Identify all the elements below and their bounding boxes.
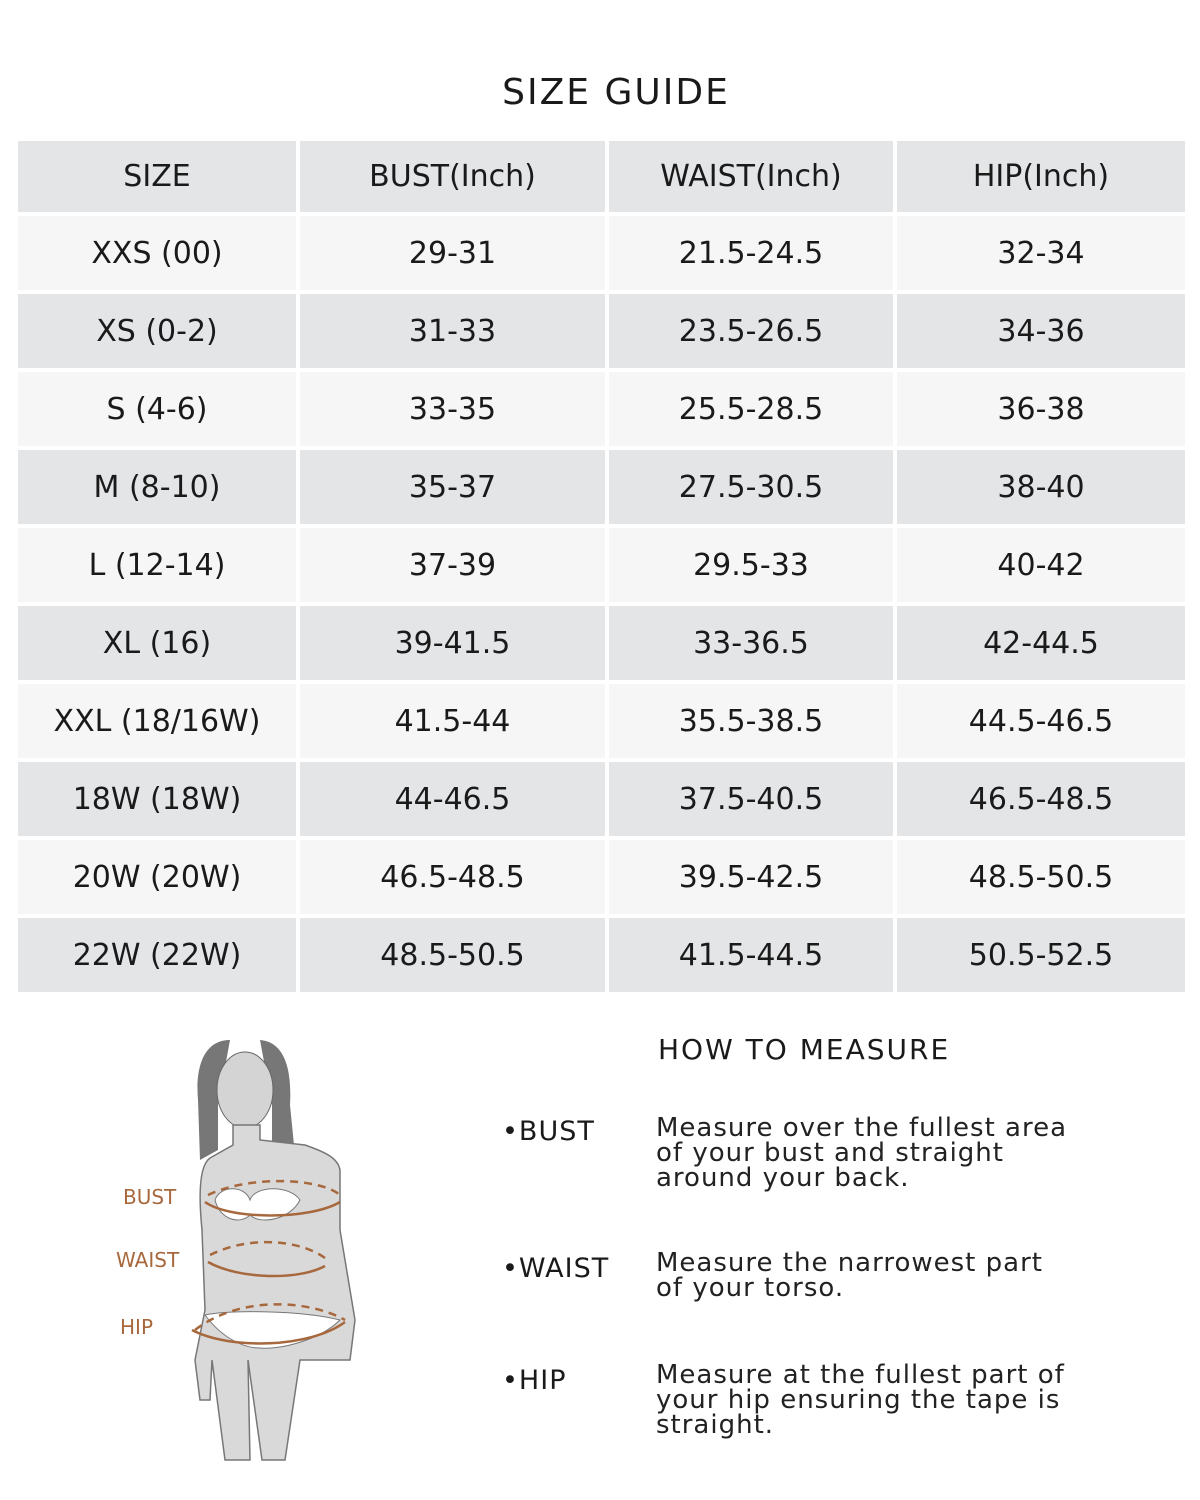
measure-label-hip: •HIP (502, 1365, 567, 1396)
measure-text-waist: Measure the narrowest part of your torso… (656, 1248, 1043, 1303)
cell-bust: 39-41.5 (300, 606, 605, 680)
cell-waist: 37.5-40.5 (609, 762, 893, 836)
how-to-measure-title: HOW TO MEASURE (658, 1033, 951, 1066)
cell-size: 22W (22W) (18, 918, 296, 992)
cell-bust: 37-39 (300, 528, 605, 602)
measure-label-bust: •BUST (502, 1116, 595, 1147)
cell-bust: 29-31 (300, 216, 605, 290)
cell-size: L (12-14) (18, 528, 296, 602)
cell-hip: 36-38 (897, 372, 1185, 446)
header-waist: WAIST(Inch) (609, 141, 893, 212)
cell-bust: 41.5-44 (300, 684, 605, 758)
cell-hip: 44.5-46.5 (897, 684, 1185, 758)
cell-waist: 27.5-30.5 (609, 450, 893, 524)
cell-waist: 41.5-44.5 (609, 918, 893, 992)
measure-text-bust: Measure over the fullest area of your bu… (656, 1113, 1068, 1193)
cell-size: XL (16) (18, 606, 296, 680)
cell-hip: 40-42 (897, 528, 1185, 602)
cell-bust: 31-33 (300, 294, 605, 368)
figure-label-waist: WAIST (116, 1248, 180, 1272)
header-size: SIZE (18, 141, 296, 212)
cell-waist: 35.5-38.5 (609, 684, 893, 758)
body-measurement-figure: BUST WAIST HIP (100, 1030, 380, 1474)
cell-size: 18W (18W) (18, 762, 296, 836)
page-title: SIZE GUIDE (502, 72, 730, 113)
cell-bust: 33-35 (300, 372, 605, 446)
cell-hip: 46.5-48.5 (897, 762, 1185, 836)
measure-text-hip: Measure at the fullest part of your hip … (656, 1360, 1065, 1440)
cell-bust: 48.5-50.5 (300, 918, 605, 992)
cell-bust: 35-37 (300, 450, 605, 524)
cell-waist: 23.5-26.5 (609, 294, 893, 368)
cell-size: XXL (18/16W) (18, 684, 296, 758)
cell-size: S (4-6) (18, 372, 296, 446)
cell-hip: 34-36 (897, 294, 1185, 368)
cell-hip: 42-44.5 (897, 606, 1185, 680)
cell-waist: 21.5-24.5 (609, 216, 893, 290)
cell-waist: 25.5-28.5 (609, 372, 893, 446)
cell-size: XS (0-2) (18, 294, 296, 368)
measure-label-waist: •WAIST (502, 1253, 610, 1284)
woman-figure-illustration (191, 1040, 356, 1461)
header-bust: BUST(Inch) (300, 141, 605, 212)
cell-hip: 38-40 (897, 450, 1185, 524)
header-hip: HIP(Inch) (897, 141, 1185, 212)
cell-waist: 29.5-33 (609, 528, 893, 602)
cell-bust: 46.5-48.5 (300, 840, 605, 914)
figure-label-hip: HIP (120, 1315, 153, 1339)
cell-hip: 50.5-52.5 (897, 918, 1185, 992)
cell-waist: 39.5-42.5 (609, 840, 893, 914)
cell-size: XXS (00) (18, 216, 296, 290)
cell-waist: 33-36.5 (609, 606, 893, 680)
figure-label-bust: BUST (123, 1185, 177, 1209)
cell-hip: 32-34 (897, 216, 1185, 290)
cell-hip: 48.5-50.5 (897, 840, 1185, 914)
cell-size: M (8-10) (18, 450, 296, 524)
cell-bust: 44-46.5 (300, 762, 605, 836)
size-table: SIZE BUST(Inch) WAIST(Inch) HIP(Inch) XX… (18, 141, 1186, 992)
cell-size: 20W (20W) (18, 840, 296, 914)
